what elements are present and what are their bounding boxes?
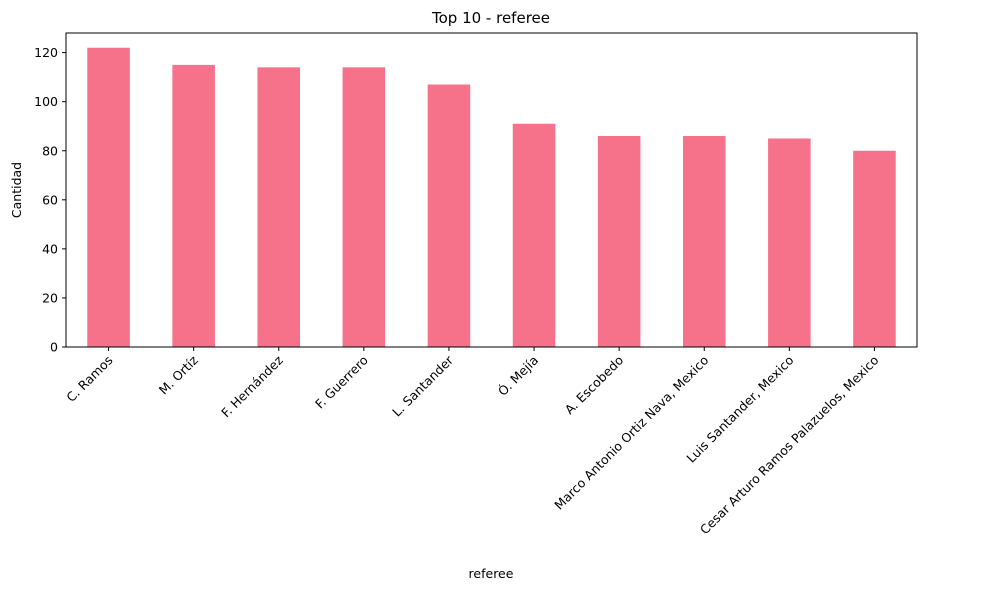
bar-4 xyxy=(427,84,471,347)
bar-1 xyxy=(172,64,215,347)
y-tick-label: 20 xyxy=(42,290,58,305)
chart-title: Top 10 - referee xyxy=(431,9,550,27)
y-tick-label: 120 xyxy=(34,45,58,60)
bars-layer xyxy=(87,47,896,347)
x-tick-label: Ó. Mejía xyxy=(495,353,541,399)
y-tick-label: 60 xyxy=(42,192,58,207)
y-tick-label: 0 xyxy=(50,340,58,355)
bar-9 xyxy=(853,150,896,347)
x-tick-label: Cesar Arturo Ramos Palazuelos, Mexico xyxy=(697,353,882,538)
x-tick-label: M. Ortíz xyxy=(156,352,201,397)
x-tick-label: C. Ramos xyxy=(63,353,115,405)
x-tick-label: F. Guerrero xyxy=(312,353,371,412)
bar-6 xyxy=(597,136,641,347)
y-tick-label: 80 xyxy=(42,143,58,158)
y-tick-label: 100 xyxy=(34,94,58,109)
bar-3 xyxy=(342,67,386,347)
bar-8 xyxy=(768,138,811,347)
plot-frame xyxy=(65,32,918,348)
bar-7 xyxy=(682,136,726,347)
x-tick-label: F. Hernández xyxy=(218,352,286,420)
x-tick-label: L. Santander xyxy=(389,352,457,420)
y-tick-label: 40 xyxy=(42,241,58,256)
bar-2 xyxy=(257,67,301,347)
x-tick-label: Marco Antonio Ortiz Nava, Mexico xyxy=(551,353,711,513)
bar-0 xyxy=(87,47,130,347)
x-tick-label: A. Escobedo xyxy=(562,353,627,418)
y-axis-label: Cantidad xyxy=(9,162,24,218)
x-axis-label: referee xyxy=(469,566,514,581)
y-axis: 0 20 40 60 80 100 120 xyxy=(34,45,66,355)
x-axis: C. Ramos M. Ortíz F. Hernández F. Guerrero L… xyxy=(63,347,882,538)
bar-5 xyxy=(512,123,556,347)
